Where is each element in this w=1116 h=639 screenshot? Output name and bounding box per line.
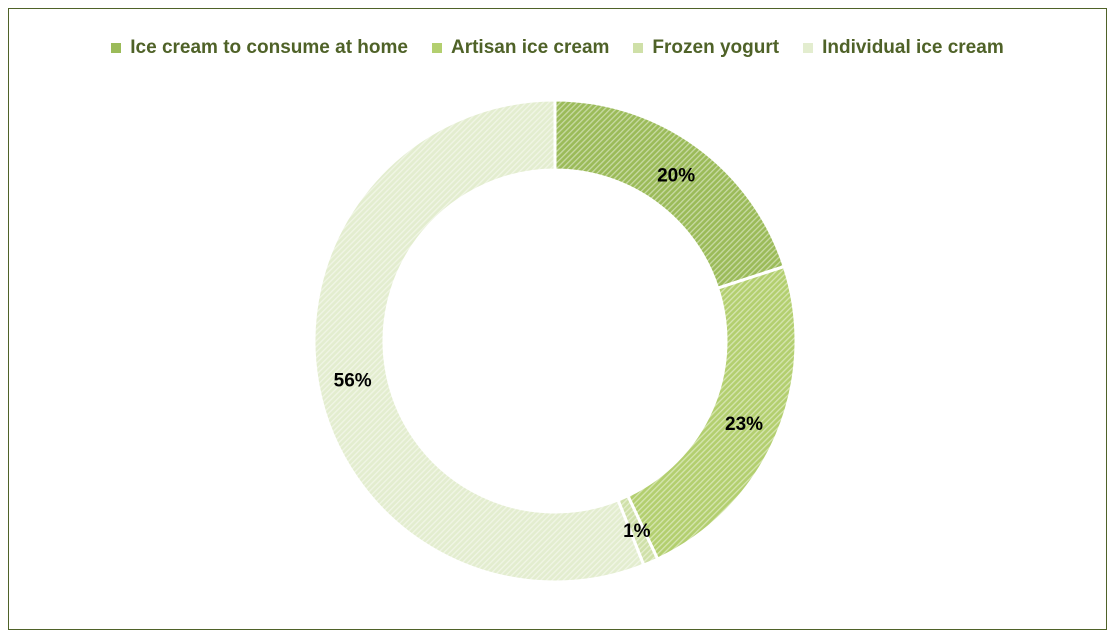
data-label-artisan-ice-cream: 23% bbox=[725, 414, 763, 435]
legend-item-individual-ice-cream: Individual ice cream bbox=[803, 37, 1004, 59]
chart-legend: Ice cream to consume at home Artisan ice… bbox=[9, 37, 1106, 59]
data-label-frozen-yogurt: 1% bbox=[623, 521, 651, 542]
slice-ice-cream-at-home bbox=[553, 98, 787, 291]
data-label-individual-ice-cream: 56% bbox=[334, 371, 372, 392]
legend-item-ice-cream-at-home: Ice cream to consume at home bbox=[111, 37, 408, 59]
doughnut-slices bbox=[312, 98, 798, 584]
slice-individual-ice-cream bbox=[312, 98, 646, 584]
legend-swatch bbox=[803, 43, 814, 53]
legend-label: Individual ice cream bbox=[822, 37, 1004, 58]
legend-swatch bbox=[111, 43, 122, 53]
data-label-ice-cream-at-home: 20% bbox=[657, 165, 695, 186]
legend-item-artisan-ice-cream: Artisan ice cream bbox=[431, 37, 610, 59]
legend-item-frozen-yogurt: Frozen yogurt bbox=[633, 37, 779, 59]
legend-label: Frozen yogurt bbox=[652, 37, 780, 58]
slice-artisan-ice-cream bbox=[625, 264, 798, 562]
legend-swatch bbox=[431, 43, 442, 53]
legend-label: Ice cream to consume at home bbox=[130, 37, 408, 58]
legend-label: Artisan ice cream bbox=[450, 37, 610, 58]
data-labels: 20% 23% 1% 56% bbox=[334, 165, 764, 542]
legend-swatch bbox=[633, 43, 644, 53]
